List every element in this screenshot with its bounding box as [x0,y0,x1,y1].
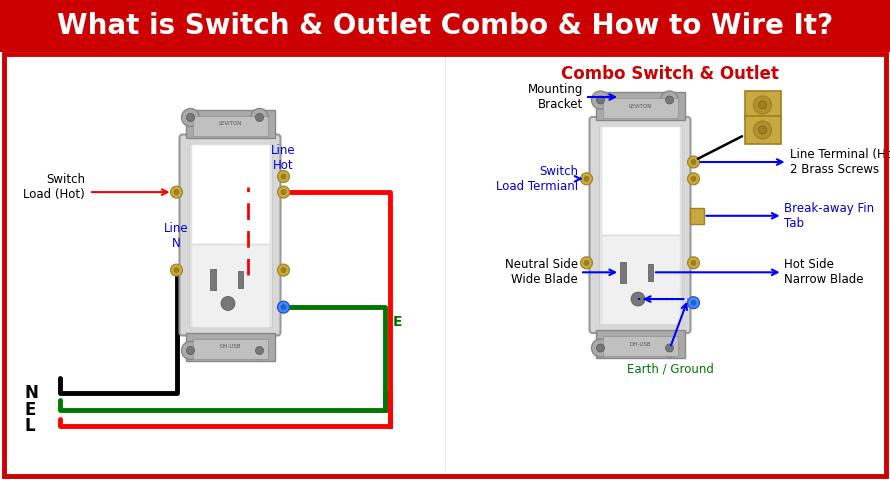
Bar [210,269,216,290]
Bar [603,98,677,118]
Circle shape [754,121,772,139]
Circle shape [255,347,263,355]
Circle shape [691,260,696,265]
Bar [192,116,268,135]
Bar [648,264,653,281]
Text: What is Switch & Outlet Combo & How to Wire It?: What is Switch & Outlet Combo & How to W… [57,12,833,40]
Circle shape [281,174,286,179]
Bar [598,126,682,324]
Bar [0,0,890,52]
Circle shape [174,268,179,273]
Circle shape [187,347,195,355]
Text: L: L [25,417,36,435]
Bar [190,244,270,326]
Bar [620,263,626,283]
Text: Hot Side
Narrow Blade: Hot Side Narrow Blade [784,258,864,287]
Bar [745,91,781,119]
Bar [189,144,271,326]
Circle shape [278,170,289,182]
Circle shape [596,344,604,352]
Text: DH-USB: DH-USB [629,341,651,347]
Circle shape [187,113,195,121]
Text: LEVITON: LEVITON [628,104,651,108]
Text: DH-USB: DH-USB [219,344,241,349]
Text: Mounting
Bracket: Mounting Bracket [528,83,583,111]
Circle shape [182,108,199,127]
Text: Line
N: Line N [164,222,189,250]
Bar [185,333,274,360]
Text: Switch
Load Termianl: Switch Load Termianl [496,165,578,193]
Bar [690,208,703,224]
Bar [238,271,243,288]
FancyBboxPatch shape [180,134,280,336]
Circle shape [174,190,179,194]
Bar [595,330,684,358]
Circle shape [580,257,593,269]
Circle shape [584,260,589,265]
Circle shape [250,341,269,360]
Circle shape [666,96,674,104]
Text: LEVITON: LEVITON [218,121,242,126]
Bar [745,116,781,144]
Circle shape [182,341,199,360]
Circle shape [250,108,269,127]
Circle shape [221,297,235,311]
Circle shape [687,257,700,269]
Circle shape [691,159,696,165]
Text: E: E [25,401,36,419]
Circle shape [758,101,766,109]
Text: Switch
Load (Hot): Switch Load (Hot) [23,173,85,201]
Bar [185,109,274,137]
Text: Earth / Ground: Earth / Ground [627,362,714,375]
Text: E: E [393,315,402,329]
Text: N: N [25,384,39,402]
Circle shape [758,126,766,134]
Bar [595,92,684,120]
Text: Neutral Side
Wide Blade: Neutral Side Wide Blade [505,258,578,287]
Circle shape [592,91,610,109]
Circle shape [754,96,772,114]
Circle shape [592,339,610,357]
Circle shape [278,264,289,276]
Circle shape [278,301,289,313]
Bar [192,338,268,359]
Circle shape [660,339,678,357]
Circle shape [631,292,645,306]
Text: Combo Switch & Outlet: Combo Switch & Outlet [561,65,779,83]
Circle shape [584,176,589,181]
Bar [603,336,677,356]
Text: Break-away Fin
Tab: Break-away Fin Tab [784,202,875,230]
Circle shape [255,113,263,121]
Bar [601,126,679,235]
Circle shape [171,186,182,198]
Bar [601,235,679,324]
Bar [190,144,270,244]
Circle shape [171,264,182,276]
Circle shape [278,186,289,198]
Bar [4,54,886,476]
Circle shape [281,268,286,273]
Circle shape [281,190,286,194]
Circle shape [580,173,593,185]
Circle shape [691,300,696,305]
Circle shape [596,96,604,104]
Text: Line Terminal (Hot)
2 Brass Screws: Line Terminal (Hot) 2 Brass Screws [789,148,890,176]
Circle shape [281,305,286,310]
Circle shape [687,297,700,309]
Circle shape [660,91,678,109]
Circle shape [691,176,696,181]
Circle shape [666,344,674,352]
FancyBboxPatch shape [589,117,691,333]
Circle shape [687,173,700,185]
Circle shape [687,156,700,168]
Text: Line
Hot: Line Hot [271,144,295,172]
